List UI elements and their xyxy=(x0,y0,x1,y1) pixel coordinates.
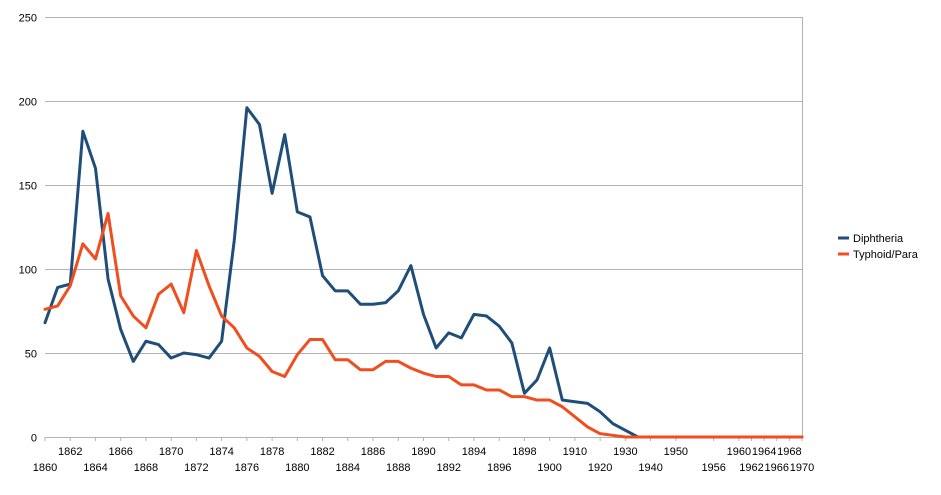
x-tick-label: 1874 xyxy=(209,446,233,458)
x-tick-label: 1910 xyxy=(563,446,587,458)
x-tick-label: 1900 xyxy=(537,462,561,474)
x-tick-label: 1866 xyxy=(108,446,132,458)
y-tick-label: 0 xyxy=(31,433,37,445)
legend: Diphtheria Typhoid/Para xyxy=(838,233,919,261)
y-axis-tick-labels: 0 50 100 150 200 250 xyxy=(19,13,37,445)
x-tick-label: 1882 xyxy=(310,446,334,458)
x-tick-label: 1896 xyxy=(487,462,511,474)
x-tick-label: 1894 xyxy=(462,446,486,458)
x-tick-label: 1956 xyxy=(701,462,725,474)
x-tick-label: 1884 xyxy=(336,462,360,474)
series-line-typhoid-para xyxy=(43,212,804,439)
x-tick-label: 1890 xyxy=(411,446,435,458)
x-tick-label: 1892 xyxy=(436,462,460,474)
x-tick-label: 1968 xyxy=(777,446,801,458)
x-axis-tick-labels: 1860186218641866186818701872187418761878… xyxy=(33,437,814,474)
x-tick-label: 1920 xyxy=(588,462,612,474)
x-tick-label: 1962 xyxy=(739,462,763,474)
x-tick-label: 1880 xyxy=(285,462,309,474)
x-tick-label: 1950 xyxy=(664,446,688,458)
x-tick-label: 1888 xyxy=(386,462,410,474)
x-tick-label: 1930 xyxy=(613,446,637,458)
x-tick-label: 1872 xyxy=(184,462,208,474)
x-tick-label: 1860 xyxy=(33,462,57,474)
legend-label: Diphtheria xyxy=(853,233,904,245)
x-tick-label: 1864 xyxy=(83,462,107,474)
x-tick-label: 1878 xyxy=(260,446,284,458)
plot-area xyxy=(45,17,802,437)
x-tick-label: 1970 xyxy=(790,462,814,474)
x-tick-label: 1966 xyxy=(765,462,789,474)
y-tick-label: 200 xyxy=(19,97,37,109)
x-tick-label: 1898 xyxy=(512,446,536,458)
x-tick-label: 1862 xyxy=(58,446,82,458)
x-tick-label: 1876 xyxy=(235,462,259,474)
y-tick-label: 150 xyxy=(19,181,37,193)
series-lines xyxy=(43,106,804,439)
y-tick-label: 100 xyxy=(19,265,37,277)
x-tick-label: 1940 xyxy=(638,462,662,474)
y-tick-label: 50 xyxy=(25,349,37,361)
x-tick-label: 1870 xyxy=(159,446,183,458)
x-tick-label: 1960 xyxy=(727,446,751,458)
x-tick-label: 1868 xyxy=(134,462,158,474)
y-tick-label: 250 xyxy=(19,13,37,25)
legend-label: Typhoid/Para xyxy=(853,249,919,261)
x-tick-label: 1886 xyxy=(361,446,385,458)
x-tick-label: 1964 xyxy=(752,446,776,458)
